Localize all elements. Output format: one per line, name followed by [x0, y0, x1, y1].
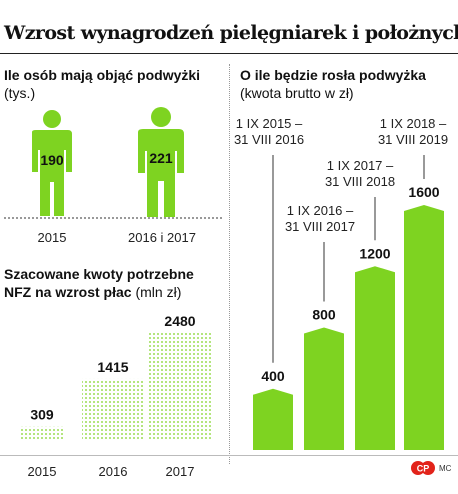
- person-figure-2015: [32, 110, 72, 216]
- funds-bar-2016: [82, 378, 144, 440]
- people-label-2015: 2015: [37, 230, 67, 245]
- raise-annotation-2-line2: 31 VIII 2017: [284, 219, 356, 234]
- cp-logo-icon: CP: [411, 461, 435, 475]
- raise-bar-2: [304, 327, 344, 450]
- funds-section-title: Szacowane kwoty potrzebne NFZ na wzrost …: [4, 265, 224, 301]
- raise-value-3: 1200: [359, 245, 390, 261]
- raise-title-text: O ile będzie rosła podwyżka: [240, 67, 426, 83]
- funds-value-2015: 309: [30, 407, 54, 423]
- bottom-rule: [0, 455, 458, 456]
- infographic-title: Wzrost wynagrodzeń pielęgniarek i położn…: [4, 22, 458, 44]
- funds-label-2015: 2015: [28, 464, 57, 479]
- funds-value-2016: 1415: [97, 359, 128, 375]
- raise-annotation-1-line2: 31 VIII 2016: [233, 132, 305, 147]
- raise-annotation-3-line2: 31 VIII 2018: [324, 174, 396, 189]
- funds-label-2016: 2016: [99, 464, 128, 479]
- raise-annotation-2-line1: 1 IX 2016 –: [286, 203, 354, 218]
- raise-annotation-4: 1 IX 2018 – 31 VIII 2019: [371, 116, 455, 148]
- funds-bar-2015: [19, 426, 65, 440]
- raise-annotation-1: 1 IX 2015 – 31 VIII 2016: [230, 116, 308, 148]
- raise-value-2: 800: [312, 307, 336, 323]
- funds-title-unit: (mln zł): [135, 284, 182, 300]
- raise-bar-1: [253, 388, 293, 450]
- people-title-unit: (tys.): [4, 85, 36, 101]
- funds-bar-chart: 309 2015 1415 2016 2480 2017: [19, 313, 212, 479]
- funds-bar-2017: [148, 333, 212, 440]
- people-value-2016-2017: 221: [149, 150, 173, 166]
- people-title-text: Ile osób mają objąć podwyżki: [4, 67, 201, 83]
- raise-annotation-3-line1: 1 IX 2017 –: [326, 158, 394, 173]
- funds-label-2017: 2017: [166, 464, 195, 479]
- raise-bar-3: [355, 266, 395, 450]
- people-section-title: Ile osób mają objąć podwyżki (tys.): [4, 66, 219, 102]
- people-label-2016-2017: 2016 i 2017: [128, 230, 196, 245]
- raise-title-sub: (kwota brutto w zł): [240, 85, 354, 101]
- funds-value-2017: 2480: [164, 313, 195, 329]
- raise-value-4: 1600: [408, 184, 439, 200]
- people-baseline: [4, 217, 222, 219]
- person-figure-2016-2017: [138, 107, 184, 217]
- raise-annotation-1-line1: 1 IX 2015 –: [235, 116, 303, 131]
- title-rule: [0, 53, 458, 54]
- people-value-2015: 190: [40, 152, 64, 168]
- raise-value-1: 400: [261, 368, 285, 384]
- raise-annotation-2: 1 IX 2016 – 31 VIII 2017: [280, 203, 360, 235]
- agency-credit: MC: [439, 464, 452, 473]
- panel-divider: [229, 64, 231, 464]
- raise-section-title: O ile będzie rosła podwyżka (kwota brutt…: [240, 66, 455, 102]
- funds-title-text: Szacowane kwoty potrzebne NFZ na wzrost …: [4, 266, 194, 300]
- raise-bar-4: [404, 205, 444, 450]
- raise-annotation-3: 1 IX 2017 – 31 VIII 2018: [318, 158, 402, 190]
- cp-logo-text: CP: [417, 464, 430, 474]
- raise-annotation-4-line1: 1 IX 2018 –: [379, 116, 447, 131]
- raise-annotation-4-line2: 31 VIII 2019: [377, 132, 449, 147]
